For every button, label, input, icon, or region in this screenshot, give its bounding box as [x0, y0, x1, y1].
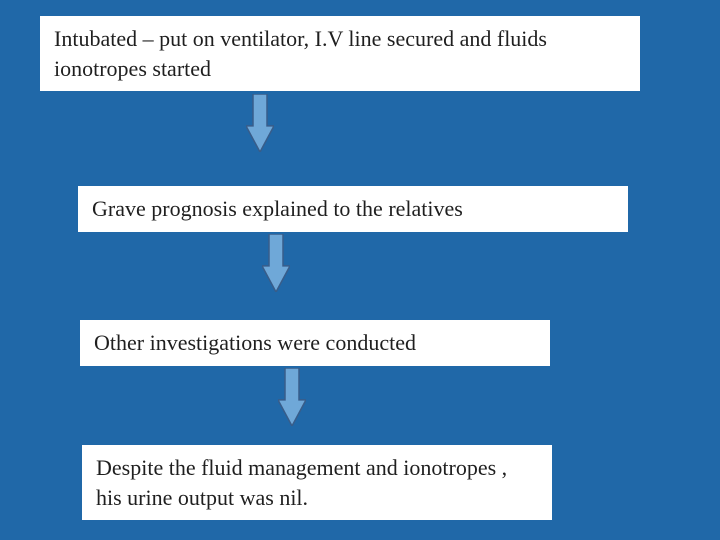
step-box-4: Despite the fluid management and ionotro… — [82, 445, 552, 520]
step-text: Other investigations were conducted — [94, 330, 416, 355]
down-arrow-icon — [262, 234, 290, 292]
step-text: Despite the fluid management and ionotro… — [96, 455, 507, 510]
step-box-1: Intubated – put on ventilator, I.V line … — [40, 16, 640, 91]
step-box-2: Grave prognosis explained to the relativ… — [78, 186, 628, 232]
step-text: Grave prognosis explained to the relativ… — [92, 196, 463, 221]
step-box-3: Other investigations were conducted — [80, 320, 550, 366]
down-arrow-icon — [246, 94, 274, 152]
step-text: Intubated – put on ventilator, I.V line … — [54, 26, 547, 81]
down-arrow-icon — [278, 368, 306, 426]
